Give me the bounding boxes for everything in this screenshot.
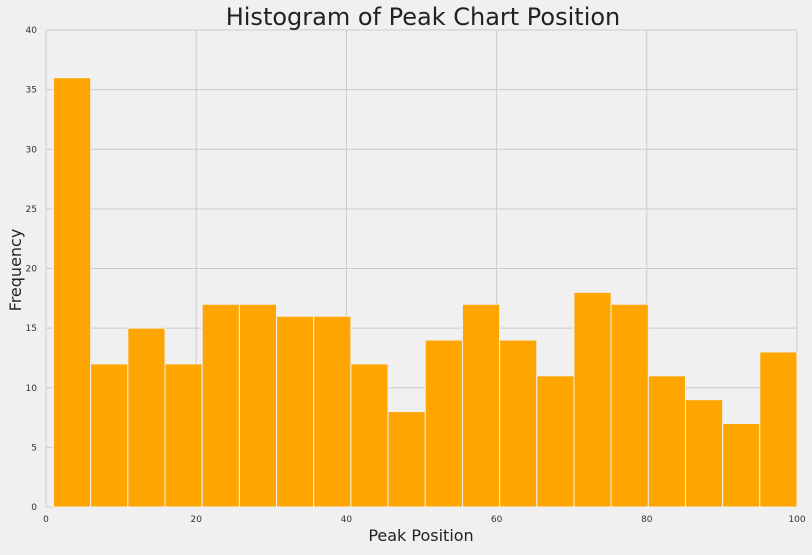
bars bbox=[53, 77, 798, 508]
histogram-bar bbox=[759, 351, 798, 508]
histogram-bar bbox=[350, 363, 389, 508]
x-tick-label: 80 bbox=[641, 515, 653, 525]
x-tick-label: 60 bbox=[491, 515, 503, 525]
y-tick-label: 40 bbox=[26, 26, 38, 36]
chart-title: Histogram of Peak Chart Position bbox=[226, 3, 621, 31]
y-tick-label: 5 bbox=[31, 443, 37, 453]
histogram-bar bbox=[164, 363, 203, 508]
histogram-bar bbox=[313, 315, 352, 508]
histogram-bar bbox=[90, 363, 129, 508]
histogram-bar bbox=[499, 339, 538, 508]
histogram-bar bbox=[424, 339, 463, 508]
x-tick-label: 0 bbox=[43, 515, 49, 525]
histogram-bar bbox=[238, 303, 278, 508]
x-tick-label: 20 bbox=[190, 515, 202, 525]
histogram-bar bbox=[684, 399, 724, 508]
histogram-bar bbox=[127, 327, 166, 508]
histogram-bar bbox=[647, 375, 686, 508]
y-tick-label: 10 bbox=[26, 384, 38, 394]
y-axis-label: Frequency bbox=[6, 229, 25, 312]
histogram-bar bbox=[610, 303, 649, 508]
y-tick-label: 35 bbox=[26, 86, 37, 96]
x-axis-label: Peak Position bbox=[368, 526, 473, 545]
histogram-bar bbox=[53, 77, 92, 508]
histogram-bar bbox=[201, 303, 240, 508]
y-tick-label: 0 bbox=[31, 503, 37, 513]
histogram-bar bbox=[722, 423, 761, 508]
x-tick-label: 40 bbox=[341, 515, 353, 525]
y-tick-label: 15 bbox=[26, 324, 37, 334]
histogram-bar bbox=[276, 315, 315, 508]
y-tick-label: 25 bbox=[26, 205, 37, 215]
histogram-bar bbox=[387, 411, 426, 508]
x-tick-label: 100 bbox=[788, 515, 805, 525]
y-tick-label: 20 bbox=[26, 265, 38, 275]
y-tick-label: 30 bbox=[26, 145, 38, 155]
histogram-bar bbox=[461, 303, 501, 508]
tick-labels: 0 5 10 15 20 25 30 35 40 0 20 40 60 80 100 bbox=[26, 26, 806, 525]
histogram-bar bbox=[536, 375, 575, 508]
histogram-bar bbox=[573, 291, 612, 508]
